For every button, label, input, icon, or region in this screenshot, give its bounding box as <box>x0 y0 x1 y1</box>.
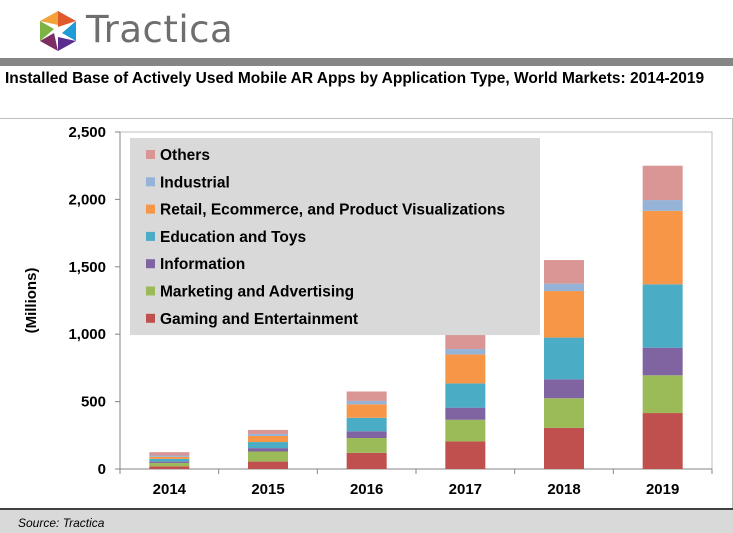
bar-segment <box>642 347 683 376</box>
bar-segment <box>149 456 190 459</box>
legend-swatch <box>146 259 155 269</box>
tractica-logo <box>36 10 80 52</box>
x-tick-label: 2015 <box>251 481 284 498</box>
x-tick-label: 2017 <box>449 481 482 498</box>
bar-segment <box>642 284 683 348</box>
source-bar: Source: Tractica <box>0 508 733 533</box>
bar-segment <box>544 398 584 428</box>
legend-swatch <box>146 177 155 187</box>
bar-segment <box>544 427 584 469</box>
legend-swatch <box>146 150 155 159</box>
bar-segment <box>544 337 584 380</box>
bar-segment <box>346 431 387 438</box>
logo-mark-icon <box>40 11 76 51</box>
bar-segment <box>445 419 486 442</box>
bar-segment <box>445 407 486 420</box>
bar-segment <box>544 260 584 284</box>
bar-segment <box>445 441 486 469</box>
bar-segment <box>642 375 683 414</box>
bar-segment <box>149 466 190 469</box>
bar-segment <box>445 334 486 350</box>
bar-segment <box>346 404 387 418</box>
bar-segment <box>346 437 387 453</box>
bar-segment <box>346 417 387 432</box>
header-band <box>0 58 733 66</box>
x-tick-label: 2014 <box>153 481 187 498</box>
bar-segment <box>642 165 683 201</box>
y-tick-label: 2,000 <box>68 191 106 208</box>
y-tick-label: 2,500 <box>68 124 106 141</box>
chart-title: Installed Base of Actively Used Mobile A… <box>5 70 705 87</box>
legend-label: Retail, Ecommerce, and Product Visualiza… <box>160 202 505 219</box>
legend-label: Information <box>160 256 245 273</box>
x-tick-label: 2016 <box>350 481 383 498</box>
legend-label: Others <box>160 147 210 164</box>
bar-segment <box>149 462 190 467</box>
bar-segment <box>642 413 683 469</box>
bar-segment <box>149 455 190 457</box>
bar-segment <box>149 452 190 456</box>
bar-segment <box>248 435 288 443</box>
legend-box <box>130 138 540 336</box>
y-tick-label: 1,500 <box>68 259 106 276</box>
bar-segment <box>346 400 387 405</box>
brand-name: Tractica <box>86 8 234 51</box>
legend-swatch <box>146 204 155 214</box>
bar-segment <box>248 451 288 462</box>
y-axis-label: (Millions) <box>23 268 40 334</box>
legend-swatch <box>146 286 155 296</box>
x-tick-label: 2019 <box>646 481 679 498</box>
y-tick-label: 0 <box>98 461 106 478</box>
bar-segment <box>248 433 288 436</box>
bar-segment <box>248 442 288 449</box>
legend-swatch <box>146 231 155 241</box>
legend-swatch <box>146 313 155 323</box>
legend-label: Education and Toys <box>160 229 306 246</box>
bar-segment <box>346 452 387 469</box>
bar-segment <box>346 391 387 401</box>
bar-segment <box>248 429 288 434</box>
bar-segment <box>149 458 190 462</box>
x-tick-label: 2018 <box>547 481 580 498</box>
bar-segment <box>544 283 584 292</box>
bar-segment <box>248 461 288 469</box>
bar-segment <box>445 354 486 384</box>
y-tick-label: 1,000 <box>68 326 106 343</box>
legend-label: Industrial <box>160 174 230 191</box>
bar-segment <box>544 291 584 338</box>
bar-segment <box>544 379 584 399</box>
bar-segment <box>642 200 683 211</box>
y-tick-label: 500 <box>81 394 106 411</box>
source-note: Source: Tractica <box>18 516 105 530</box>
bar-segment <box>248 448 288 452</box>
bar-segment <box>445 383 486 408</box>
stacked-bar-chart: 0 500 1,000 1,500 2,000 2,500 (Millions) 2014 20… <box>23 124 713 498</box>
bar-segment <box>445 349 486 355</box>
legend-label: Marketing and Advertising <box>160 284 354 301</box>
legend-label: Gaming and Entertainment <box>160 311 358 328</box>
bar-segment <box>149 461 190 463</box>
bar-segment <box>642 210 683 285</box>
